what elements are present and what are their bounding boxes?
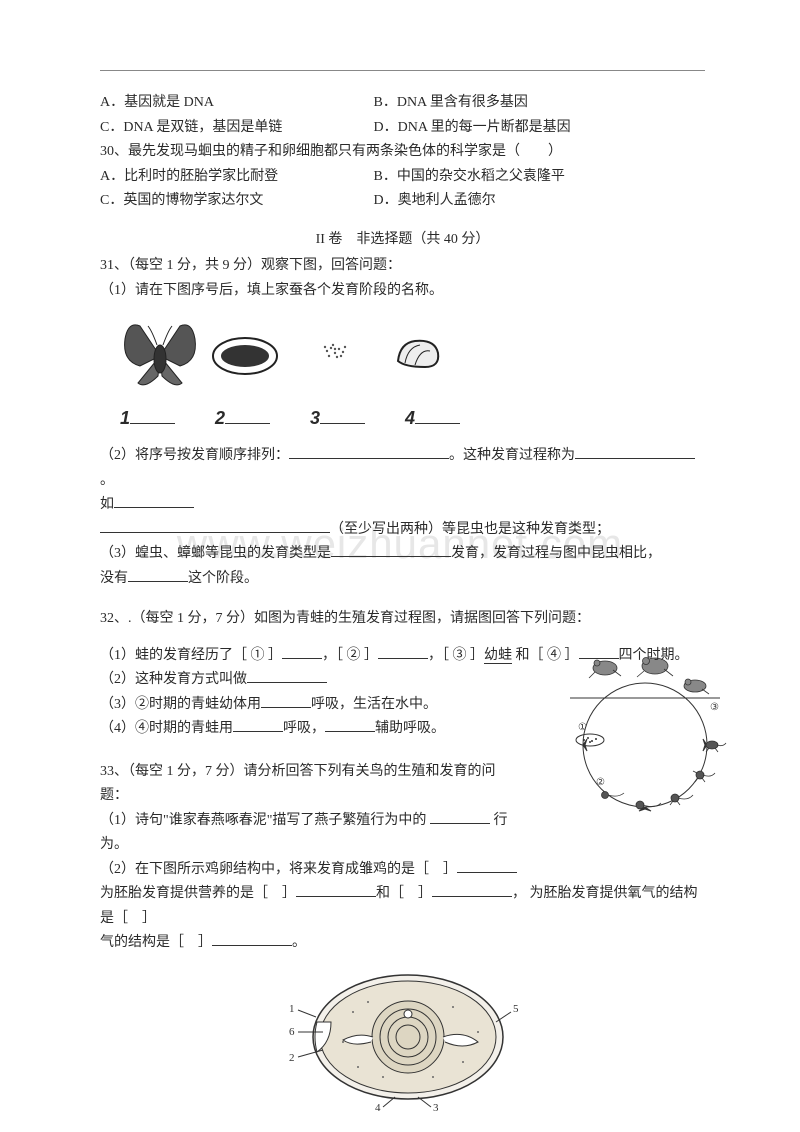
q30-opt-c: C．英国的博物学家达尔文 xyxy=(100,189,370,214)
q32-p1c: ，［ ③ ］ xyxy=(428,648,484,663)
q32-p1d: 和［ ④ ］ xyxy=(512,648,579,663)
q33-p2e: 。 xyxy=(292,935,306,950)
q32-p1c-txt: 幼蛙 xyxy=(484,648,512,664)
q32-p4c: 辅助呼吸。 xyxy=(375,721,445,736)
q32-p1: （1）蛙的发育经历了［ ① ］ ，［ ② ］ ，［ ③ ］幼蛙 和［ ④ ］ 四个时期… xyxy=(100,644,705,669)
q33-p2-line3: 气的结构是［ ］。 xyxy=(100,931,705,956)
blank xyxy=(100,518,330,533)
blank xyxy=(325,717,375,732)
svg-text:3: 3 xyxy=(433,1102,439,1112)
q31-p2c: 如 xyxy=(100,497,114,512)
q29-row2: C．DNA 是双链，基因是单链 D．DNA 里的每一片断都是基因 xyxy=(100,116,705,141)
q33-p2-line1: （2）在下图所示鸡卵结构中，将来发育成雏鸡的是［ ］ xyxy=(100,858,705,883)
blank xyxy=(212,931,292,946)
blank xyxy=(261,693,311,708)
q29-opt-c: C．DNA 是双链，基因是单链 xyxy=(100,116,370,141)
blank xyxy=(247,668,327,683)
q31-stem: 31、（每空 1 分，共 9 分）观察下图，回答问题： xyxy=(100,254,705,279)
blank xyxy=(282,644,322,659)
q32-p3b: 呼吸，生活在水中。 xyxy=(311,697,437,712)
q31-p2-line2: 如 xyxy=(100,493,705,518)
q33-p2b: 为胚胎发育提供营养的是［ ］ xyxy=(100,886,296,901)
svg-text:5: 5 xyxy=(513,1003,519,1015)
q33-p2a: （2）在下图所示鸡卵结构中，将来发育成雏鸡的是［ ］ xyxy=(100,862,457,877)
q30-stem: 30、最先发现马蛔虫的精子和卵细胞都只有两条染色体的科学家是（ ） xyxy=(100,140,705,165)
blank xyxy=(457,858,517,873)
q30-row2: C．英国的博物学家达尔文 D．奥地利人孟德尔 xyxy=(100,189,705,214)
q32-p1b: ，［ ② ］ xyxy=(322,648,378,663)
q29-opt-b: B．DNA 里含有很多基因 xyxy=(374,91,528,116)
q31-p3a: （3）蝗虫、蟑螂等昆虫的发育类型是 xyxy=(100,546,331,561)
q31-p2b: 。这种发育过程称为 xyxy=(449,448,575,463)
q29-row1: A．基因就是 DNA B．DNA 里含有很多基因 xyxy=(100,91,705,116)
q30-opt-b: B．中国的杂交水稻之父袁隆平 xyxy=(374,165,565,190)
top-rule xyxy=(100,70,705,71)
q32-p2: （2）这种发育方式叫做 xyxy=(100,668,520,693)
q32-p4: （4）④时期的青蛙用 呼吸， 辅助呼吸。 xyxy=(100,717,520,742)
q29-opt-d: D．DNA 里的每一片断都是基因 xyxy=(374,116,571,141)
q32-p1a: （1）蛙的发育经历了［ ① ］ xyxy=(100,648,282,663)
q31-p1: （1）请在下图序号后，填上家蚕各个发育阶段的名称。 xyxy=(100,279,705,304)
blank xyxy=(579,644,619,659)
blank xyxy=(378,644,428,659)
q31-p2-line3: （至少写出两种）等昆虫也是这种发育类型； xyxy=(100,518,705,543)
q33-p2-line2: 为胚胎发育提供营养的是［ ］和［ ］， 为胚胎发育提供氧气的结构是［ ］ xyxy=(100,882,705,931)
blank xyxy=(233,717,283,732)
q31-p2a: （2）将序号按发育顺序排列： xyxy=(100,448,289,463)
q33-p1: （1）诗句"谁家春燕啄春泥"描写了燕子繁殖行为中的 行为。 xyxy=(100,809,520,858)
blank xyxy=(430,809,490,824)
silkworm-labels: 1 2 3 4 xyxy=(120,403,705,435)
svg-text:6: 6 xyxy=(289,1026,295,1038)
lbl-3: 3 xyxy=(310,408,320,428)
blank xyxy=(331,542,451,557)
q33-p1a: （1）诗句"谁家春燕啄春泥"描写了燕子繁殖行为中的 xyxy=(100,813,426,828)
q33-p2c: 和［ ］ xyxy=(376,886,432,901)
q29-opt-a: A．基因就是 DNA xyxy=(100,91,370,116)
q31-p2d: （至少写出两种）等昆虫也是这种发育类型； xyxy=(330,522,610,537)
q32-p3: （3）②时期的青蛙幼体用 呼吸，生活在水中。 xyxy=(100,693,520,718)
q32-stem: 32、.（每空 1 分，7 分）如图为青蛙的生殖发育过程图，请据图回答下列问题： xyxy=(100,607,705,632)
svg-text:2: 2 xyxy=(289,1052,295,1064)
egg-figure: 1 6 2 4 3 5 xyxy=(100,962,705,1122)
svg-text:1: 1 xyxy=(289,1003,295,1015)
svg-text:4: 4 xyxy=(375,1102,381,1112)
blank xyxy=(289,444,449,459)
q32-p1e: 四个时期。 xyxy=(619,648,689,663)
q31-p3: （3）蝗虫、蟑螂等昆虫的发育类型是 发育，发育过程与图中昆虫相比， xyxy=(100,542,705,567)
q32-p2a: （2）这种发育方式叫做 xyxy=(100,672,247,687)
blank xyxy=(128,567,188,582)
q32-p4b: 呼吸， xyxy=(283,721,325,736)
section2-title: II 卷 非选择题（共 40 分） xyxy=(100,228,705,253)
q30-opt-d: D．奥地利人孟德尔 xyxy=(374,189,496,214)
q32-p4a: （4）④时期的青蛙用 xyxy=(100,721,233,736)
q30-opt-a: A．比利时的胚胎学家比耐登 xyxy=(100,165,370,190)
q31-p3b: 发育，发育过程与图中昆虫相比， xyxy=(451,546,661,561)
q31-p2: （2）将序号按发育顺序排列：。这种发育过程称为。 xyxy=(100,444,705,493)
silkworm-figure xyxy=(110,311,705,401)
q33-stem: 33、（每空 1 分，7 分）请分析回答下列有关鸟的生殖和发育的问题： xyxy=(100,760,520,809)
blank xyxy=(575,444,695,459)
blank xyxy=(296,882,376,897)
page-content: A．基因就是 DNA B．DNA 里含有很多基因 C．DNA 是双链，基因是单链… xyxy=(0,0,800,1121)
q32-p3a: （3）②时期的青蛙幼体用 xyxy=(100,697,261,712)
lbl-1: 1 xyxy=(120,408,130,428)
q31-p3c: 没有 xyxy=(100,571,128,586)
q31-p3-line2: 没有 这个阶段。 xyxy=(100,567,705,592)
lbl-2: 2 xyxy=(215,408,225,428)
q30-row1: A．比利时的胚胎学家比耐登 B．中国的杂交水稻之父袁隆平 xyxy=(100,165,705,190)
blank xyxy=(432,882,512,897)
q31-p3d: 这个阶段。 xyxy=(188,571,258,586)
lbl-4: 4 xyxy=(405,408,415,428)
blank xyxy=(114,493,194,508)
